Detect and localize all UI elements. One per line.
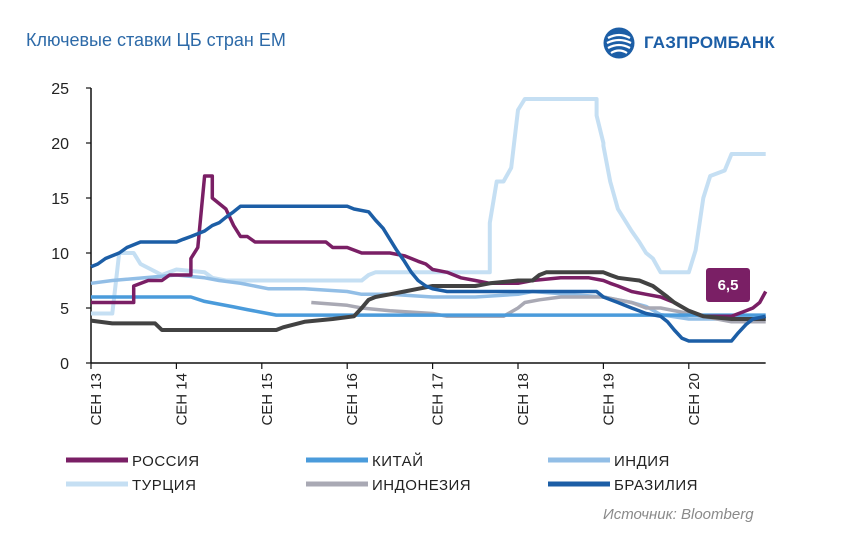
- x-tick-label: СЕН 13: [88, 373, 105, 426]
- logo-text: ГАЗПРОМБАНК: [644, 33, 775, 52]
- callout-box: [706, 268, 750, 302]
- legend-label: РОССИЯ: [132, 453, 200, 470]
- y-tick-label: 15: [51, 191, 69, 208]
- series-line: [90, 270, 766, 332]
- chart-title: Ключевые ставки ЦБ стран ЕМ: [26, 30, 286, 50]
- y-tick-label: 10: [51, 246, 69, 263]
- x-tick-label: СЕН 17: [430, 373, 447, 426]
- gazprombank-emblem-icon: [603, 27, 635, 59]
- gazprombank-logo: ГАЗПРОМБАНК: [602, 26, 775, 60]
- x-tick-label: СЕН 19: [600, 373, 617, 426]
- series-line: [311, 295, 766, 324]
- legend-label: БРАЗИЛИЯ: [614, 477, 698, 494]
- x-tick-label: СЕН 15: [259, 373, 276, 426]
- series-line: [91, 295, 766, 317]
- source-note: Источник: Bloomberg: [603, 506, 754, 523]
- series-line: [90, 204, 767, 343]
- x-tick-label: СЕН 16: [344, 373, 361, 426]
- legend-label: ТУРЦИЯ: [132, 477, 196, 494]
- x-tick-label: СЕН 18: [515, 373, 532, 426]
- chart-series: [90, 97, 768, 343]
- legend-label: КИТАЙ: [372, 452, 423, 470]
- x-tick-label: СЕН 14: [173, 373, 190, 426]
- chart-legend: РОССИЯ КИТАЙ ИНДИЯ ТУРЦИЯ ИНДОНЕЗИЯ БРАЗИЛИЯ: [66, 452, 698, 494]
- callout-label: 6,5: [718, 277, 739, 294]
- callout: 6,5: [706, 268, 750, 302]
- series-line: [91, 97, 766, 316]
- y-tick-label: 20: [51, 136, 69, 153]
- chart-axes: 0 5 10 15 20 25 СЕН 13 СЕН 14 СЕН 15 СЕН 16 СЕН 17…: [51, 81, 766, 426]
- y-tick-label: 0: [60, 356, 69, 373]
- series-line: [91, 174, 768, 319]
- legend-label: ИНДИЯ: [614, 453, 670, 470]
- y-tick-label: 5: [60, 301, 69, 318]
- y-tick-label: 25: [51, 81, 69, 98]
- x-tick-label: СЕН 20: [686, 373, 703, 426]
- legend-label: ИНДОНЕЗИЯ: [372, 477, 471, 494]
